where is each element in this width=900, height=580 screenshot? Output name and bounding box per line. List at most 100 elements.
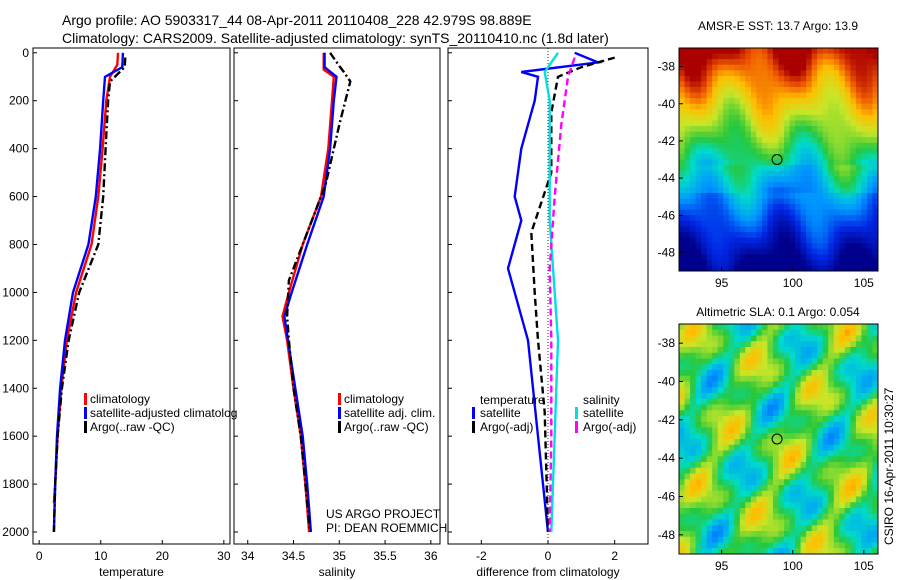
heatmap-cell xyxy=(861,439,868,446)
heatmap-cell xyxy=(706,237,713,244)
heatmap-cell xyxy=(795,462,802,469)
heatmap-cell xyxy=(822,170,829,177)
heatmap-cell xyxy=(861,64,868,71)
heatmap-cell xyxy=(712,335,719,342)
heatmap-cell xyxy=(817,92,824,99)
heatmap-cell xyxy=(855,433,862,440)
heatmap-cell xyxy=(690,324,696,331)
heatmap-cell xyxy=(844,142,851,149)
heatmap-cell xyxy=(817,508,824,515)
heatmap-cell xyxy=(866,439,873,446)
heatmap-cell xyxy=(772,502,779,509)
heatmap-cell xyxy=(695,187,702,194)
heatmap-cell xyxy=(750,198,757,205)
heatmap-cell xyxy=(761,496,768,503)
heatmap-cell xyxy=(806,398,813,405)
heatmap-cell xyxy=(734,398,741,405)
heatmap-cell xyxy=(839,519,846,526)
heatmap-cell xyxy=(872,496,879,503)
heatmap-cell xyxy=(844,462,851,469)
heatmap-cell xyxy=(855,48,862,54)
heatmap-cell xyxy=(756,226,763,233)
heatmap-cell xyxy=(728,142,735,149)
heatmap-cell xyxy=(745,536,752,543)
heatmap-cell xyxy=(855,215,862,222)
heatmap-cell xyxy=(706,531,713,538)
heatmap-cell xyxy=(844,204,851,211)
heatmap-cell xyxy=(739,410,746,417)
heatmap-cell xyxy=(712,70,719,77)
heatmap-cell xyxy=(701,209,708,216)
heatmap-cell xyxy=(679,142,685,149)
heatmap-cell xyxy=(817,370,824,377)
heatmap-cell xyxy=(761,462,768,469)
heatmap-cell xyxy=(795,479,802,486)
heatmap-cell xyxy=(789,375,796,382)
heatmap-cell xyxy=(701,126,708,133)
heatmap-cell xyxy=(833,439,840,446)
heatmap-cell xyxy=(728,237,735,244)
heatmap-cell xyxy=(789,181,796,188)
heatmap-cell xyxy=(745,444,752,451)
heatmap-cell xyxy=(822,48,829,54)
heatmap-cell xyxy=(695,467,702,474)
heatmap-cell xyxy=(756,416,763,423)
heatmap-cell xyxy=(767,358,774,365)
heatmap-cell xyxy=(784,542,790,549)
heatmap-cell xyxy=(701,347,708,354)
heatmap-cell xyxy=(828,335,835,342)
difference-panel-frame xyxy=(447,47,649,545)
heatmap-cell xyxy=(728,126,735,133)
heatmap-cell xyxy=(806,450,813,457)
heatmap-cell xyxy=(712,170,719,177)
heatmap-cell xyxy=(844,398,851,405)
heatmap-cell xyxy=(850,542,857,549)
heatmap-cell xyxy=(772,531,779,538)
heatmap-cell xyxy=(806,329,813,336)
heatmap-cell xyxy=(872,254,879,261)
heatmap-cell xyxy=(839,153,846,160)
heatmap-cell xyxy=(690,131,696,138)
heatmap-cell xyxy=(839,64,846,71)
heatmap-cell xyxy=(872,81,879,88)
heatmap-cell xyxy=(800,137,807,144)
heatmap-cell xyxy=(745,347,752,354)
heatmap-cell xyxy=(761,59,768,66)
series-line xyxy=(543,52,560,533)
heatmap-cell xyxy=(833,259,840,266)
heatmap-cell xyxy=(784,103,790,110)
heatmap-cell xyxy=(855,410,862,417)
heatmap-cell xyxy=(679,444,685,451)
heatmap-cell xyxy=(767,109,774,116)
temperature-panel-frame xyxy=(32,47,231,545)
heatmap-cell xyxy=(784,192,790,199)
heatmap-cell xyxy=(789,131,796,138)
heatmap-cell xyxy=(679,335,685,342)
heatmap-cell xyxy=(684,531,691,538)
heatmap-cell xyxy=(684,370,691,377)
heatmap-cell xyxy=(739,324,746,331)
heatmap-cell xyxy=(701,243,708,250)
heatmap-cell xyxy=(828,142,835,149)
heatmap-cell xyxy=(684,381,691,388)
heatmap-cell xyxy=(811,48,818,54)
heatmap-cell xyxy=(811,120,818,127)
x-tick-label: 20 xyxy=(156,549,170,563)
heatmap-cell xyxy=(778,548,785,555)
heatmap-cell xyxy=(833,109,840,116)
heatmap-cell xyxy=(866,226,873,233)
map-y-tick-label: -40 xyxy=(658,375,676,389)
heatmap-cell xyxy=(690,433,696,440)
heatmap-cell xyxy=(772,81,779,88)
heatmap-cell xyxy=(784,181,790,188)
heatmap-cell xyxy=(850,341,857,348)
heatmap-cell xyxy=(772,375,779,382)
heatmap-cell xyxy=(679,410,685,417)
heatmap-cell xyxy=(684,496,691,503)
heatmap-cell xyxy=(850,548,857,555)
heatmap-cell xyxy=(811,439,818,446)
heatmap-cell xyxy=(772,536,779,543)
heatmap-cell xyxy=(701,456,708,463)
heatmap-cell xyxy=(855,248,862,255)
heatmap-cell xyxy=(684,198,691,205)
